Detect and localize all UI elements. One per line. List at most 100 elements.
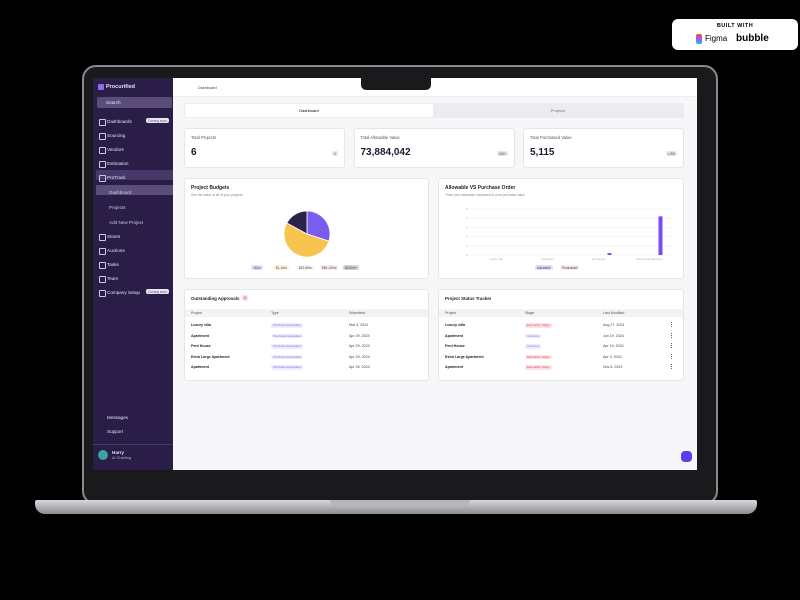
nav-item[interactable]: Estimation bbox=[107, 161, 129, 166]
bar-card: Allowable VS Purchase Order Track your a… bbox=[438, 178, 684, 279]
y-tick-label: 5 bbox=[466, 207, 468, 211]
stat-label: Total Allowable Value bbox=[360, 135, 400, 140]
table-cell: Mar 4, 2024 bbox=[349, 323, 369, 327]
nav-item[interactable]: Messages bbox=[107, 415, 128, 420]
stat-card: Total Allowable Value 73,884,042 USD bbox=[353, 128, 515, 168]
column-header: Project bbox=[191, 311, 203, 315]
nav-item[interactable]: Team bbox=[107, 276, 119, 281]
legend-chip: Purchased bbox=[560, 265, 580, 271]
row-menu[interactable] bbox=[671, 364, 674, 369]
brand: Procurified bbox=[106, 84, 136, 90]
status-chip: Estimation Stage bbox=[525, 323, 552, 328]
nav-icon bbox=[99, 133, 106, 140]
badge: Coming soon bbox=[146, 289, 169, 294]
nav-icon bbox=[99, 175, 106, 182]
figma-icon bbox=[696, 34, 702, 44]
tool: Figma bbox=[705, 34, 728, 43]
pie-slice bbox=[286, 210, 308, 235]
tracker-card: Project Status Tracker Project Stage Last … bbox=[438, 289, 684, 381]
stat-label: Total Projects bbox=[191, 135, 217, 140]
table-cell: Pent House bbox=[191, 344, 211, 348]
table-cell: Aug 27, 2024 bbox=[603, 323, 625, 327]
row-menu[interactable] bbox=[671, 322, 674, 327]
nav-item[interactable]: Company Setup bbox=[107, 290, 140, 295]
status-chip: Purchase Requisition bbox=[271, 365, 304, 370]
row-menu[interactable] bbox=[671, 343, 674, 348]
column-header: Stage bbox=[525, 311, 535, 315]
bar bbox=[658, 216, 663, 255]
nav-item[interactable]: ProTrack bbox=[107, 175, 126, 180]
count-badge: 5 bbox=[242, 295, 248, 301]
x-tick-label: Pent House bbox=[592, 257, 606, 261]
nav-item[interactable]: Stores bbox=[107, 234, 121, 239]
nav-item[interactable]: Dashboards bbox=[107, 119, 132, 124]
card-title: Outstanding Approvals bbox=[191, 296, 240, 301]
status-chip: Purchase Requisition bbox=[271, 354, 304, 360]
legend-chip: $1-10m bbox=[274, 265, 289, 271]
y-tick-label: 1 bbox=[466, 244, 468, 248]
nav-icon bbox=[99, 147, 106, 154]
nav-item[interactable]: Tasks bbox=[107, 262, 119, 267]
card-title: Project Budgets bbox=[191, 185, 230, 191]
nav-item[interactable]: Projects bbox=[109, 205, 126, 210]
search-box[interactable] bbox=[97, 97, 172, 108]
legend-chip: <$1m bbox=[251, 265, 264, 271]
nav-icon bbox=[99, 248, 106, 255]
y-tick-label: 4 bbox=[466, 216, 468, 220]
tool: bubble bbox=[736, 33, 769, 44]
stat-value: 73,884,042 bbox=[360, 147, 411, 158]
table-cell: Nov 6, 2023 bbox=[603, 365, 623, 369]
nav-item[interactable]: Vendors bbox=[107, 147, 124, 152]
avatar bbox=[98, 450, 108, 460]
table-cell: Apartment bbox=[445, 365, 463, 369]
table-header-bg bbox=[439, 309, 683, 317]
nav-item[interactable]: Support bbox=[107, 429, 124, 434]
x-tick-label: Luxury villa bbox=[490, 257, 504, 261]
pie-chart bbox=[283, 210, 331, 258]
table-cell: Apartment bbox=[445, 333, 463, 338]
status-chip: Estimation Stage bbox=[525, 365, 552, 370]
row-menu[interactable] bbox=[671, 353, 674, 359]
column-header: Last Modified bbox=[603, 311, 625, 315]
stat-value: 5,115 bbox=[530, 147, 555, 158]
status-chip: Purchase Requisition bbox=[271, 344, 304, 349]
logo bbox=[98, 84, 104, 90]
table-cell: Apr 19, 2024 bbox=[603, 344, 624, 348]
table-cell: Apartment bbox=[191, 365, 209, 369]
chat-button[interactable] bbox=[681, 451, 692, 462]
y-tick-label: 3 bbox=[466, 225, 468, 229]
built-with-badge: BUILT WITH Figma bubble bbox=[672, 19, 798, 50]
row-menu[interactable] bbox=[671, 332, 674, 338]
table-cell: Pent House bbox=[445, 344, 465, 348]
badge-title: BUILT WITH bbox=[716, 23, 754, 29]
badge: Coming soon bbox=[146, 118, 169, 123]
pie-slice bbox=[306, 210, 331, 242]
breadcrumb[interactable]: Dashboard bbox=[198, 86, 217, 90]
tab[interactable]: Dashboard bbox=[185, 104, 433, 117]
nav-item[interactable]: Add New Project bbox=[109, 220, 144, 225]
nav-icon bbox=[99, 161, 106, 168]
tab[interactable]: Projects bbox=[550, 108, 566, 113]
nav-icon bbox=[99, 234, 106, 241]
pie-slice bbox=[283, 222, 330, 258]
table-cell: Apr 29, 2024 bbox=[349, 333, 370, 338]
nav-item[interactable]: Sourcing bbox=[107, 133, 126, 138]
status-chip: Inventory bbox=[525, 333, 542, 339]
status-chip: Purchase Requisition bbox=[271, 323, 304, 328]
nav-item[interactable]: Auctions bbox=[107, 248, 125, 253]
nav-item[interactable]: Dashboard bbox=[109, 190, 132, 195]
legend-chip: $50-100m bbox=[320, 265, 339, 271]
table-cell: Jun 19, 2024 bbox=[603, 333, 624, 338]
nav-icon bbox=[99, 119, 106, 126]
pie-card: Project Budgets See the value of all of … bbox=[184, 178, 429, 279]
topbar bbox=[173, 78, 697, 97]
x-tick-label: Apartment bbox=[542, 257, 554, 261]
search[interactable]: Search bbox=[106, 100, 121, 105]
active-sub bbox=[96, 185, 173, 195]
divider bbox=[93, 444, 173, 445]
table-cell: Extra Large Apartment bbox=[191, 354, 230, 359]
status-chip: Purchase Requisition bbox=[271, 333, 304, 339]
table-cell: Luxury villa bbox=[191, 323, 211, 327]
table-cell: Apartment bbox=[191, 333, 209, 338]
table-cell: Extra Large Apartment bbox=[445, 354, 484, 359]
